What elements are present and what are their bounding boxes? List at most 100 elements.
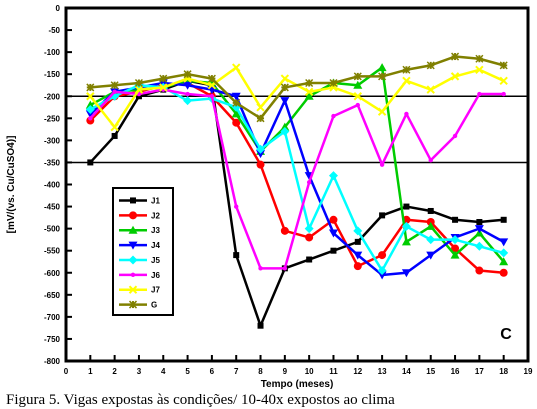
data-point-g-stroke — [451, 52, 460, 61]
data-point-j7 — [426, 85, 435, 94]
x-tick-label: 0 — [64, 367, 69, 376]
data-point-j1 — [233, 252, 240, 259]
data-point-j5 — [499, 248, 509, 258]
x-tick-label: 10 — [305, 367, 314, 376]
data-point-g-stroke — [207, 74, 216, 83]
legend-label: J3 — [151, 226, 160, 235]
x-tick-label: 14 — [402, 367, 411, 376]
x-tick-label: 16 — [451, 367, 460, 376]
legend-swatch-marker — [128, 225, 138, 234]
data-point-j2 — [280, 226, 289, 235]
data-point-g — [426, 61, 435, 70]
legend-swatch-marker — [128, 300, 138, 309]
y-tick-label: -450 — [44, 203, 61, 212]
data-point-j1 — [476, 219, 483, 226]
data-point-j2 — [329, 215, 338, 224]
data-point-j3 — [377, 63, 387, 72]
data-point-j7 — [499, 76, 508, 86]
data-point-g-stroke — [159, 74, 168, 83]
data-point-j5 — [85, 104, 95, 114]
legend-item-g: G — [119, 300, 157, 310]
data-point-j4 — [426, 251, 436, 260]
data-point-j7 — [377, 107, 387, 116]
y-tick-label: 0 — [56, 4, 61, 13]
data-point-j6 — [258, 266, 263, 271]
x-tick-label: 19 — [524, 367, 533, 376]
y-tick-label: -650 — [44, 291, 61, 300]
data-point-j4 — [256, 150, 266, 159]
data-point-j3 — [426, 221, 436, 230]
y-tick-label: -550 — [44, 247, 61, 256]
data-point-j4 — [183, 81, 193, 90]
legend-swatch-marker-stroke — [128, 300, 138, 309]
data-point-j7 — [86, 92, 95, 101]
legend-box — [112, 187, 174, 316]
legend-item-j4: J4 — [119, 241, 160, 250]
data-point-g-stroke — [86, 83, 95, 92]
data-point-j6 — [404, 111, 409, 117]
data-point-j7 — [304, 87, 314, 97]
legend-swatch-marker — [130, 197, 136, 204]
legend-item-j7: J7 — [119, 285, 160, 295]
legend-label: J6 — [151, 271, 160, 280]
y-tick-label: -800 — [44, 357, 61, 366]
y-tick-label: -300 — [44, 136, 61, 145]
data-point-j5 — [353, 226, 363, 236]
data-point-j6 — [112, 89, 117, 95]
data-point-g — [134, 78, 143, 88]
x-axis-label: Tempo (meses) — [261, 379, 334, 390]
legend: J1 J2 J3 J4 J5 J6 J7 G — [112, 187, 174, 316]
data-point-j6 — [501, 91, 506, 97]
data-point-j2 — [475, 266, 484, 275]
data-point-j6 — [282, 266, 288, 271]
data-point-j1 — [427, 207, 434, 214]
y-tick-label: -100 — [44, 48, 61, 57]
data-point-j7 — [450, 72, 460, 81]
data-point-j4 — [401, 269, 411, 278]
data-point-j7-stroke — [86, 92, 95, 101]
data-point-g — [475, 54, 484, 63]
data-point-g — [159, 74, 168, 83]
data-point-j1 — [452, 216, 459, 223]
data-point-j5 — [280, 127, 290, 137]
series-g — [86, 52, 508, 123]
data-point-j1 — [354, 238, 361, 245]
x-tick-label: 15 — [426, 367, 435, 376]
data-point-j2 — [378, 251, 387, 260]
figure-caption: Figura 5. Vigas expostas às condições/ 1… — [6, 392, 395, 408]
data-point-j1 — [379, 212, 386, 219]
data-point-j2 — [256, 160, 265, 169]
y-tick-label: -150 — [44, 70, 61, 79]
data-point-j7 — [134, 85, 144, 94]
y-tick-label: -700 — [44, 313, 61, 322]
data-point-j2 — [353, 262, 362, 271]
data-point-g-stroke — [183, 70, 192, 79]
data-point-j6 — [428, 158, 433, 163]
legend-swatch-marker — [128, 255, 138, 265]
data-point-g — [402, 65, 411, 74]
data-point-j1 — [403, 203, 410, 210]
data-point-g — [207, 74, 216, 83]
data-point-g-stroke — [232, 98, 241, 107]
x-tick-label: 18 — [499, 367, 508, 376]
data-point-g — [183, 70, 192, 79]
legend-item-j5: J5 — [119, 255, 160, 265]
y-tick-label: -400 — [44, 181, 61, 190]
x-tick-label: 2 — [112, 367, 117, 376]
data-point-j7-stroke — [402, 76, 411, 86]
legend-label: J4 — [151, 241, 160, 250]
data-point-j7 — [110, 122, 119, 132]
data-point-g — [353, 72, 362, 81]
data-point-j5 — [474, 241, 484, 251]
data-point-j3 — [499, 257, 509, 266]
data-point-j7-stroke — [110, 122, 119, 132]
data-point-j5 — [450, 235, 460, 245]
data-point-j1 — [135, 93, 142, 100]
x-tick-label: 7 — [234, 367, 239, 376]
series-line-g — [90, 55, 505, 120]
data-point-j7-stroke — [450, 72, 460, 81]
data-point-j7 — [402, 76, 411, 86]
data-point-j5 — [183, 96, 193, 106]
data-point-j6 — [477, 91, 482, 97]
